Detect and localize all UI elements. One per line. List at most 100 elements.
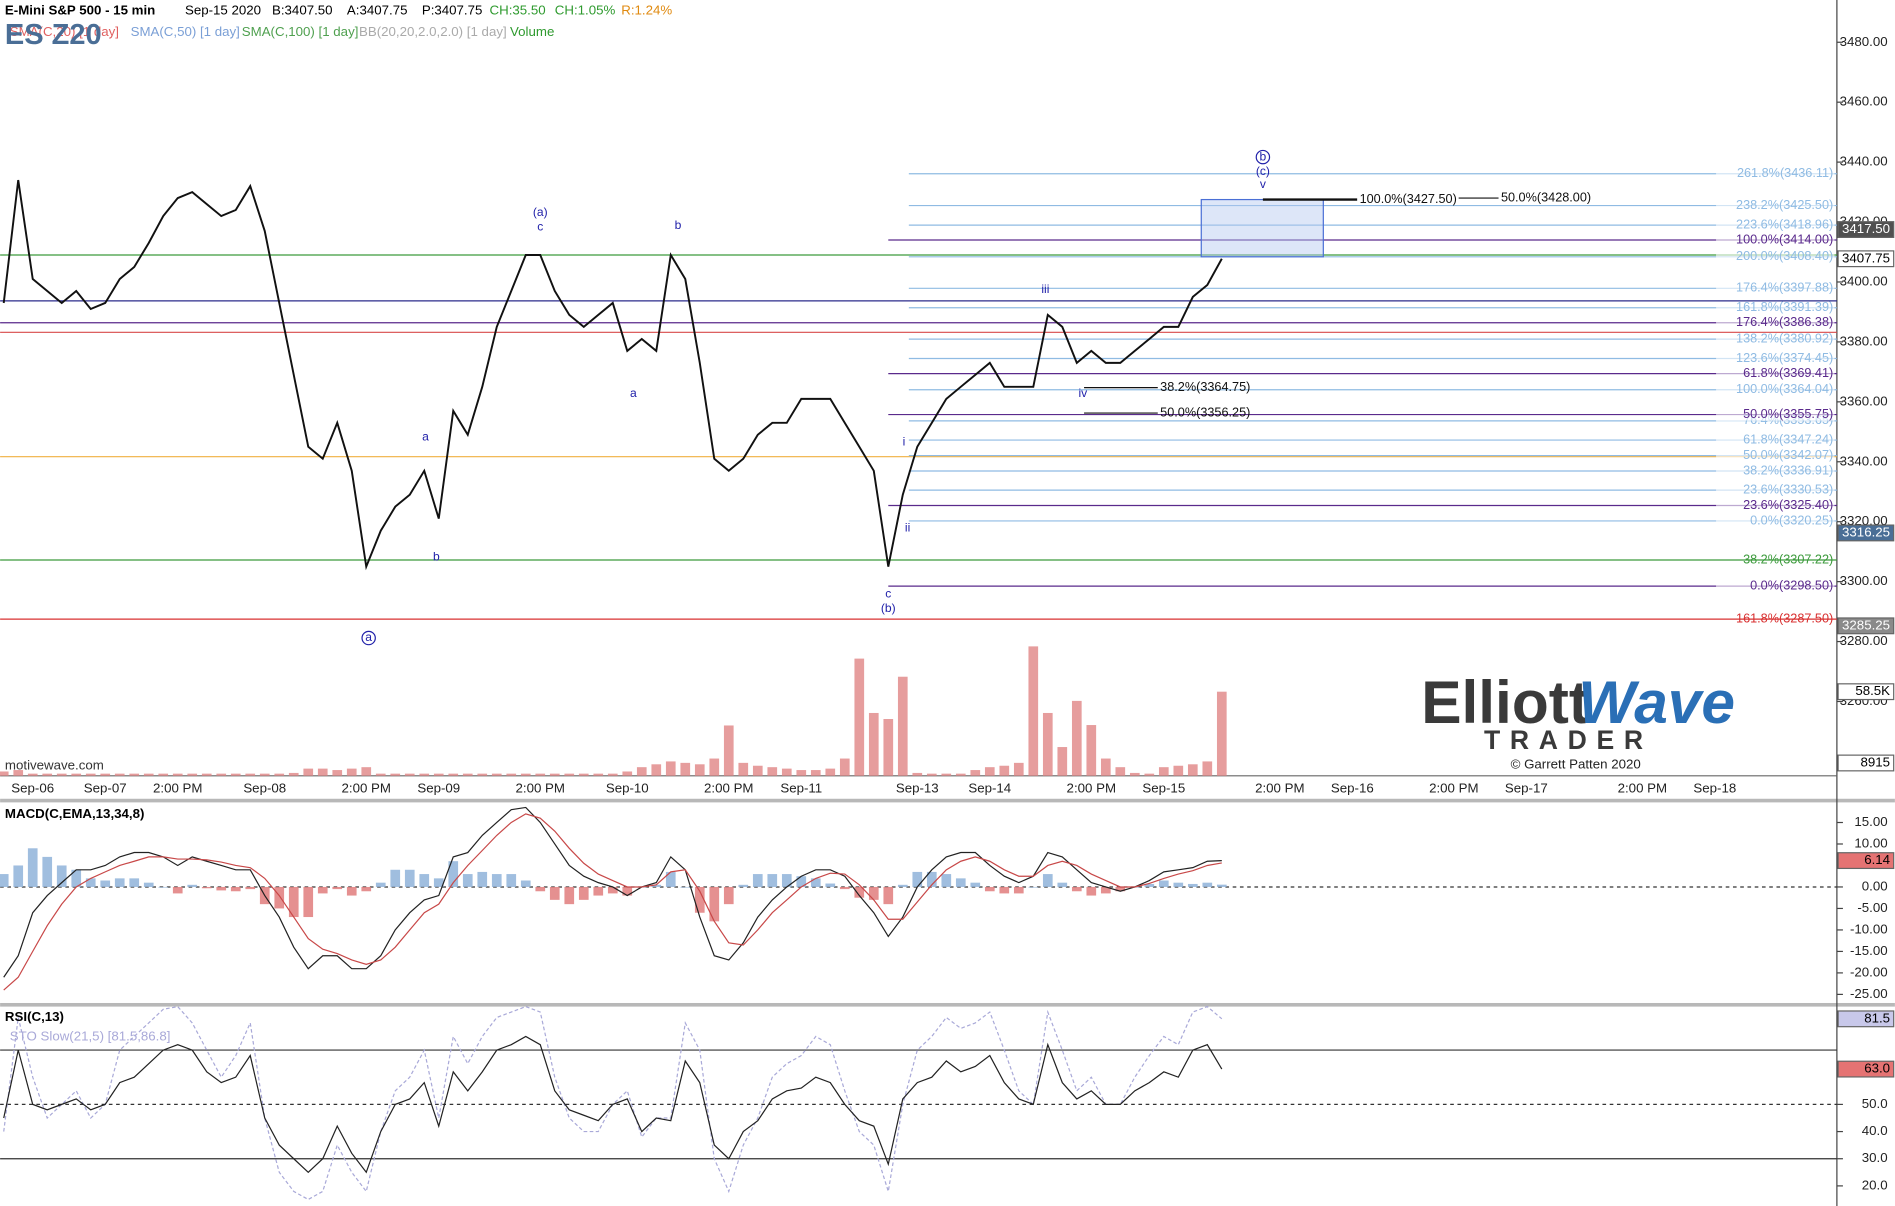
bar	[1013, 886, 1024, 894]
fib-label: 200.0%(3408.40)	[1736, 249, 1833, 263]
last-price: P:3407.75	[422, 2, 483, 17]
fib-label-bg	[1716, 408, 1835, 421]
bar	[854, 658, 865, 776]
indicator-legend: SMA(C,100) [1 day]	[242, 24, 359, 39]
bar	[361, 886, 372, 892]
bar	[1028, 886, 1039, 888]
bar	[0, 771, 9, 776]
bar	[187, 884, 198, 887]
x-tick-label: Sep-13	[896, 781, 939, 796]
bar	[230, 773, 241, 776]
x-tick-label: Sep-18	[1693, 781, 1736, 796]
bar	[143, 882, 154, 887]
bar	[114, 878, 125, 887]
bar	[549, 886, 560, 900]
bar	[27, 773, 38, 776]
price-tag-label: 3417.50	[1842, 221, 1890, 236]
bar	[564, 773, 575, 776]
bar	[941, 773, 952, 776]
wave-label: a	[422, 430, 429, 444]
bar	[839, 758, 850, 776]
fib-label: 123.6%(3374.45)	[1736, 351, 1833, 365]
fib-label-bg	[1716, 167, 1835, 180]
legend-entry: STO Slow(21,5) [81.5,86.8]	[10, 1028, 171, 1043]
bar	[1086, 886, 1097, 896]
fib-label: 176.4%(3397.88)	[1736, 281, 1833, 295]
bar	[1028, 646, 1039, 776]
price-tag	[1837, 250, 1895, 268]
bar	[1086, 725, 1097, 776]
bar	[172, 886, 183, 894]
bar	[346, 768, 357, 776]
y-tick-label: 3440.00	[1840, 154, 1888, 169]
bar	[462, 874, 473, 887]
series-line	[3, 813, 1222, 991]
indicator-legend: SMA(C,20) [1 day]	[10, 24, 119, 39]
fib-label: 38.2%(3364.75)	[1160, 380, 1250, 394]
bar	[332, 886, 343, 890]
bar	[361, 767, 372, 776]
bar	[1042, 874, 1053, 887]
bar	[767, 767, 778, 776]
bar	[375, 882, 386, 887]
y-tick-label: 3280.00	[1840, 633, 1888, 648]
x-tick-label: Sep-09	[417, 781, 460, 796]
bar	[680, 762, 691, 776]
fib-label-bg	[1716, 499, 1835, 512]
bar	[593, 773, 604, 776]
y-tick-label: 0.00	[1862, 878, 1888, 893]
y-tick-label: 20.0	[1862, 1177, 1888, 1192]
bar	[825, 768, 836, 776]
bar	[216, 773, 227, 776]
bar	[114, 773, 125, 776]
bar	[781, 874, 792, 887]
bar	[288, 772, 299, 776]
bar	[1115, 767, 1126, 776]
bar	[1158, 880, 1169, 887]
logo-copyright: © Garrett Patten 2020	[1511, 756, 1641, 771]
range: R:1.24%	[621, 2, 672, 17]
bar	[158, 773, 169, 776]
y-tick-label: 50.0	[1862, 1096, 1888, 1111]
bar	[694, 886, 705, 913]
wave-label: v	[1260, 177, 1266, 191]
pane-title: ES Z20	[5, 19, 102, 51]
bar	[100, 773, 111, 776]
fib-label-bg	[1716, 233, 1835, 247]
bar	[607, 773, 618, 776]
bar	[433, 878, 444, 887]
fib-label-bg	[1716, 580, 1835, 593]
bar	[1129, 772, 1140, 776]
bar	[622, 886, 633, 896]
bar	[535, 773, 546, 776]
price-tag	[1837, 221, 1895, 238]
bar	[665, 761, 676, 776]
bar	[926, 773, 937, 776]
bar	[1071, 700, 1082, 776]
bar	[723, 725, 734, 776]
fib-label-bg	[1716, 316, 1835, 329]
bar	[709, 758, 720, 776]
wave-label: c	[537, 219, 543, 233]
bar	[796, 876, 807, 887]
wave-label: b	[1260, 149, 1267, 163]
bar	[970, 770, 981, 776]
bar	[709, 886, 720, 922]
y-tick-label: -20.00	[1850, 964, 1888, 979]
bar	[0, 874, 9, 887]
fib-label: 38.2%(3307.22)	[1743, 552, 1833, 566]
bar	[71, 869, 82, 887]
x-tick-label: Sep-06	[11, 781, 54, 796]
bar	[375, 773, 386, 776]
bar	[723, 886, 734, 905]
x-tick-label: 2:00 PM	[1255, 781, 1304, 796]
bar	[1173, 765, 1184, 776]
x-tick-label: 2:00 PM	[704, 781, 753, 796]
bar	[245, 773, 256, 776]
bar	[825, 883, 836, 887]
fib-label: 50.0%(3356.25)	[1160, 405, 1250, 419]
price-tag-label: 3316.25	[1842, 524, 1890, 539]
pane-title: RSI(C,13)	[5, 1009, 64, 1024]
y-tick-label: 10.00	[1854, 836, 1887, 851]
